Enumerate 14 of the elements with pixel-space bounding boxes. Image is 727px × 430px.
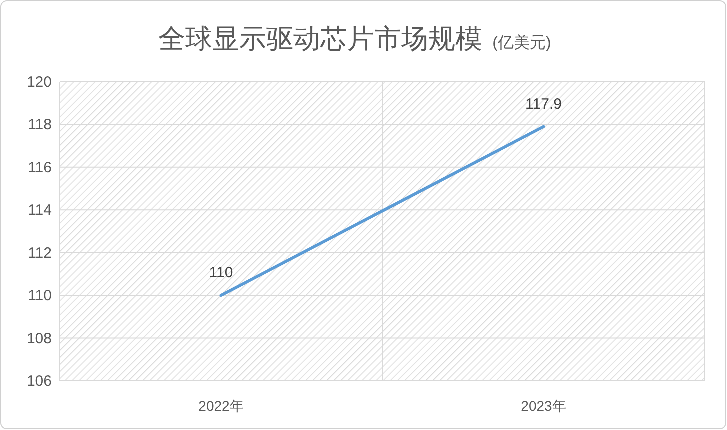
y-tick-label: 114 — [28, 202, 52, 220]
y-tick-label: 120 — [26, 74, 52, 91]
chart-title: 全球显示驱动芯片市场规模 — [158, 24, 483, 54]
data-label: 117.9 — [526, 96, 562, 113]
x-tick-label: 2022年 — [198, 398, 244, 414]
y-tick-label: 108 — [26, 330, 52, 348]
y-tick-label: 112 — [28, 244, 52, 262]
y-tick-label: 106 — [26, 373, 52, 390]
data-label: 110 — [209, 264, 234, 282]
chart-subtitle: (亿美元) — [492, 34, 552, 52]
y-tick-label: 118 — [28, 116, 52, 134]
y-tick-label: 116 — [28, 159, 52, 176]
y-tick-label: 110 — [28, 288, 52, 305]
x-tick-label: 2023年 — [521, 398, 566, 414]
